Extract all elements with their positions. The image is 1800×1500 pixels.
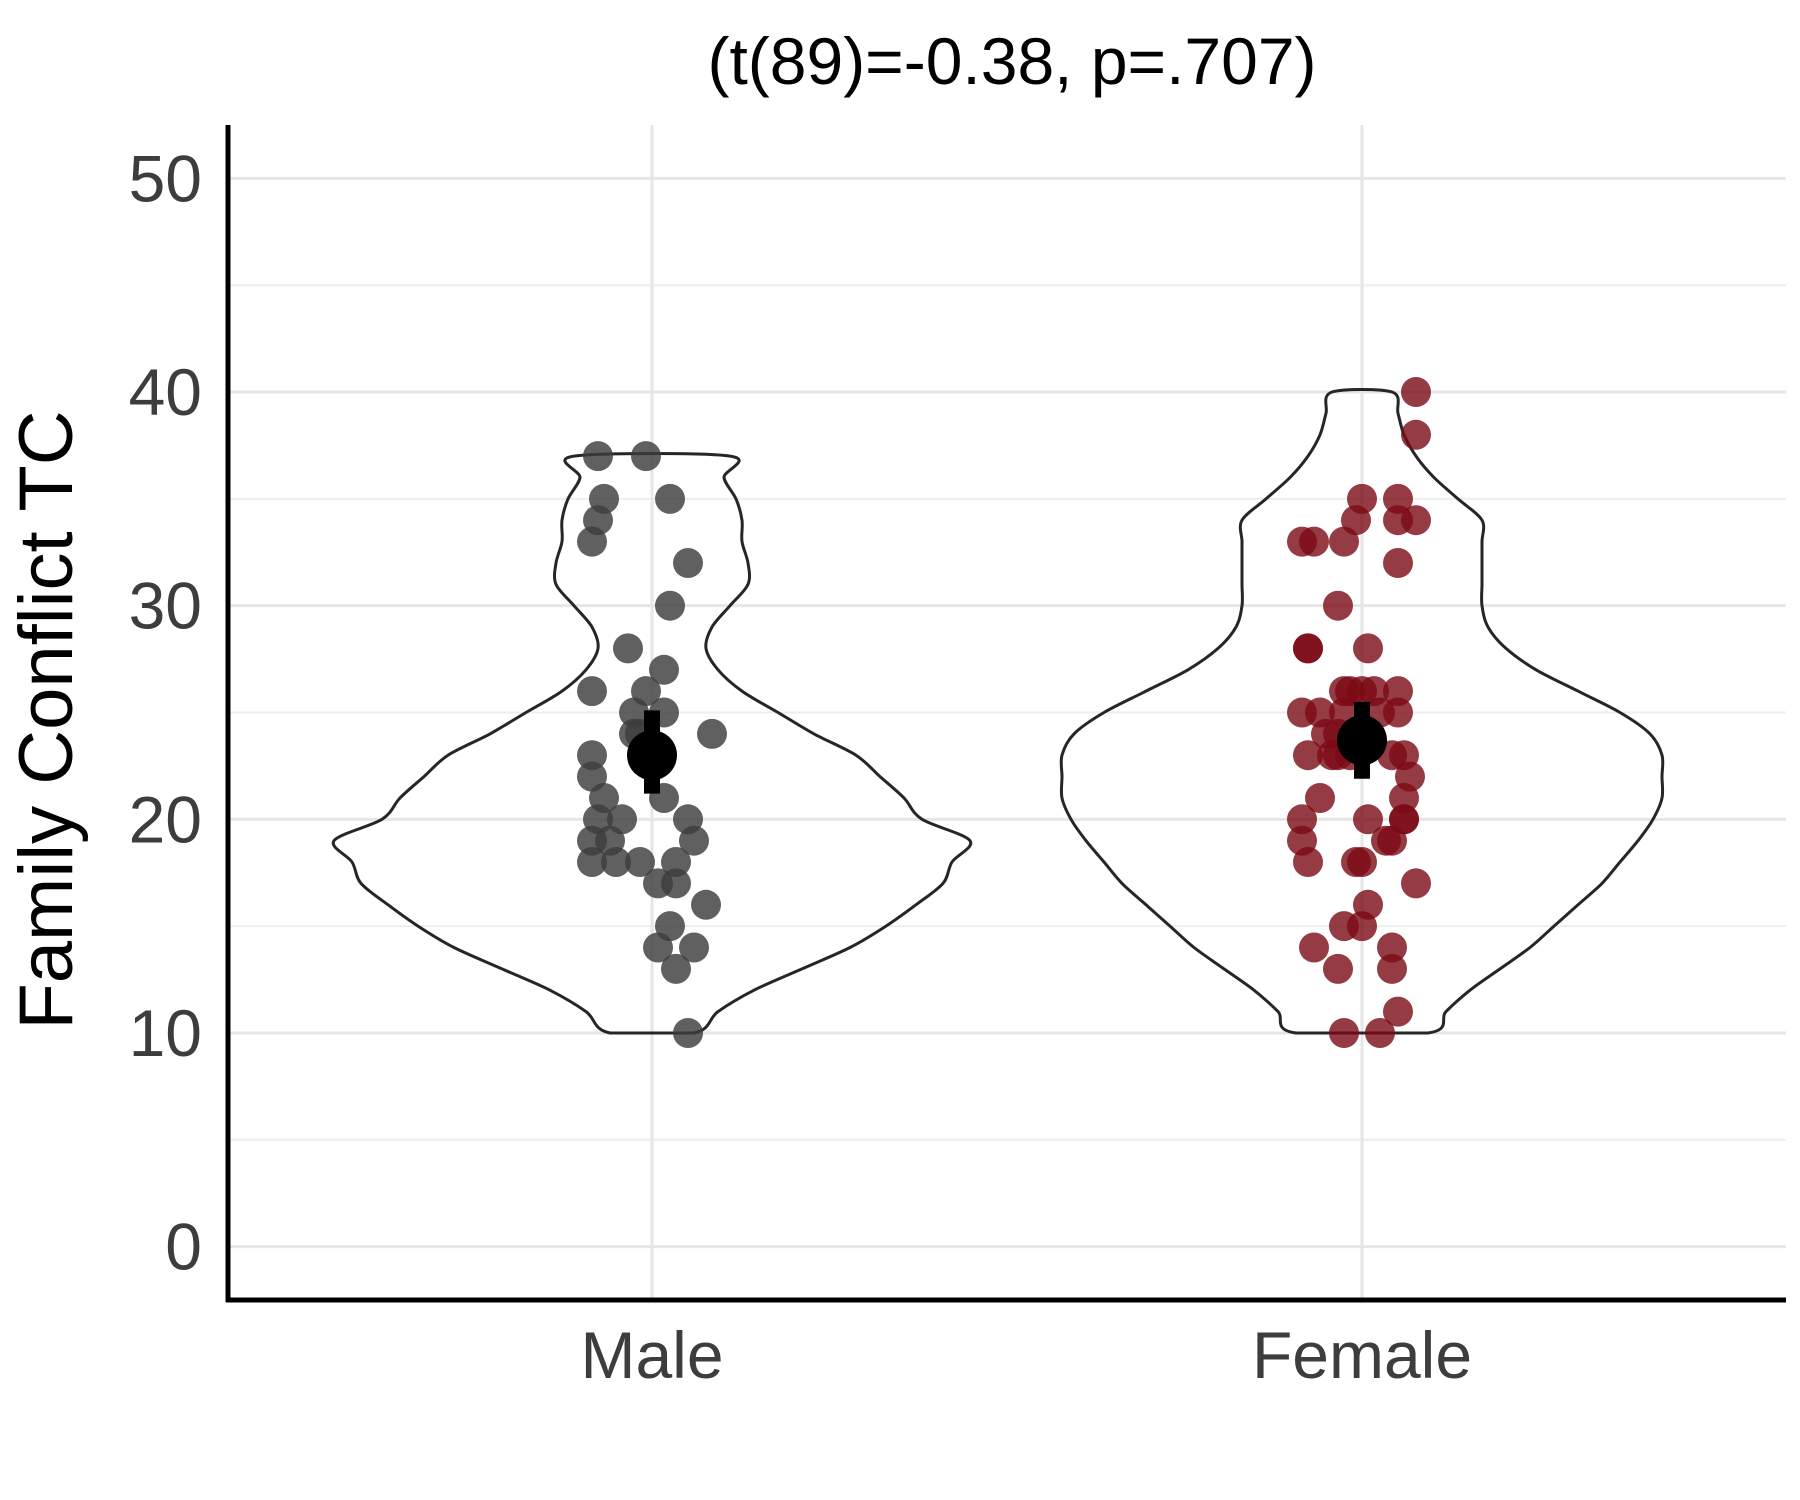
- data-point: [649, 654, 679, 685]
- data-point: [697, 718, 727, 749]
- data-point: [643, 932, 673, 963]
- data-point: [1353, 633, 1383, 664]
- chart-title: (t(89)=-0.38, p=.707): [707, 24, 1316, 98]
- mean-point: [627, 730, 677, 781]
- data-point: [577, 847, 607, 877]
- data-point: [1383, 996, 1413, 1027]
- violin-outlines: [331, 387, 1665, 1035]
- data-point: [679, 825, 709, 856]
- data-point: [1323, 953, 1353, 984]
- data-point: [631, 441, 661, 472]
- data-point: [1377, 932, 1407, 963]
- axes: [225, 125, 1786, 1303]
- y-tick-label: 0: [165, 1210, 202, 1284]
- data-point: [1353, 804, 1383, 835]
- y-tick-label: 10: [129, 996, 202, 1070]
- data-point: [1287, 804, 1317, 835]
- data-point: [613, 633, 643, 664]
- data-point: [1377, 825, 1407, 856]
- data-point: [655, 483, 685, 514]
- data-point: [1401, 377, 1431, 407]
- data-point: [1299, 526, 1329, 557]
- y-tick-label: 20: [129, 782, 202, 856]
- y-tick-label: 50: [129, 141, 202, 215]
- data-point: [1377, 953, 1407, 984]
- data-point: [1305, 783, 1335, 813]
- data-point: [679, 932, 709, 963]
- data-point: [661, 868, 691, 899]
- mean-markers: [627, 701, 1387, 794]
- data-point: [661, 953, 691, 984]
- data-point: [1293, 847, 1323, 877]
- x-tick-label: Female: [1252, 1318, 1472, 1392]
- data-point: [1383, 483, 1413, 514]
- data-point: [1347, 847, 1377, 877]
- data-point: [1401, 868, 1431, 899]
- data-point: [583, 441, 613, 472]
- x-tick-label: Male: [580, 1318, 723, 1392]
- data-point: [1389, 783, 1419, 813]
- data-point: [1329, 526, 1359, 557]
- y-tick-label: 30: [129, 569, 202, 643]
- tick-labels: 0 10 20 30 40 50 Male Female: [129, 141, 1472, 1392]
- data-point: [673, 548, 703, 578]
- data-point: [1299, 932, 1329, 963]
- y-axis-label: Family Conflict TC: [4, 410, 89, 1029]
- data-point: [655, 590, 685, 621]
- data-point: [577, 676, 607, 707]
- data-point: [673, 1018, 703, 1048]
- data-point: [661, 847, 691, 877]
- data-point: [577, 526, 607, 557]
- data-point: [1383, 676, 1413, 707]
- data-point: [1401, 419, 1431, 450]
- data-point: [1329, 1018, 1359, 1048]
- data-point: [691, 889, 721, 920]
- data-point: [1323, 590, 1353, 621]
- data-point: [1383, 548, 1413, 578]
- data-point: [1293, 633, 1323, 664]
- data-point: [625, 847, 655, 877]
- data-point: [1347, 911, 1377, 942]
- data-point: [601, 847, 631, 877]
- data-point: [1293, 740, 1323, 771]
- y-tick-label: 40: [129, 355, 202, 429]
- mean-point: [1337, 715, 1387, 766]
- data-point: [577, 740, 607, 771]
- data-point: [1401, 505, 1431, 536]
- data-point: [1383, 697, 1413, 728]
- grid-lines: [228, 125, 1786, 1300]
- violin-female: [1059, 387, 1665, 1035]
- data-point: [1365, 1018, 1395, 1048]
